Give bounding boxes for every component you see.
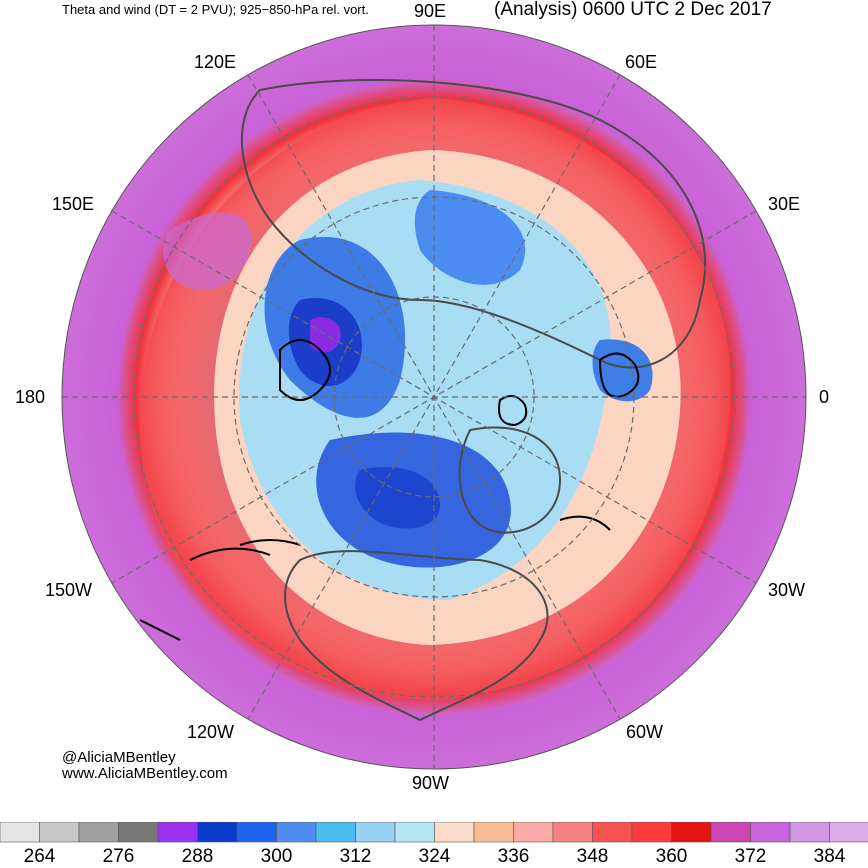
polar-map xyxy=(0,0,868,820)
colorbar-swatch-19 xyxy=(711,822,751,842)
lon-label-90w: 90W xyxy=(412,773,449,794)
lon-label-180: 180 xyxy=(15,387,45,408)
colorbar-swatch-22 xyxy=(830,822,868,842)
lon-label-90e: 90E xyxy=(414,1,446,22)
lon-label-120e: 120E xyxy=(194,52,236,73)
lon-label-30w: 30W xyxy=(768,580,805,601)
colorbar-swatch-3 xyxy=(79,822,119,842)
lon-label-120w: 120W xyxy=(187,722,234,743)
colorbar-swatch-4 xyxy=(119,822,159,842)
colorbar-swatch-5 xyxy=(158,822,198,842)
colorbar-swatch-12 xyxy=(435,822,475,842)
lon-label-60e: 60E xyxy=(625,52,657,73)
lon-label-30e: 30E xyxy=(768,194,800,215)
lon-label-60w: 60W xyxy=(626,722,663,743)
lon-label-150w: 150W xyxy=(45,580,92,601)
colorbar-swatch-7 xyxy=(237,822,277,842)
lon-label-0: 0 xyxy=(819,387,829,408)
credit-handle: @AliciaMBentley xyxy=(62,749,176,766)
colorbar-swatch-16 xyxy=(593,822,633,842)
colorbar-swatch-1 xyxy=(0,822,40,842)
credit-website: www.AliciaMBentley.com xyxy=(62,765,228,782)
colorbar-swatch-14 xyxy=(514,822,554,842)
colorbar-swatch-8 xyxy=(277,822,317,842)
colorbar-swatch-17 xyxy=(632,822,672,842)
colorbar-swatch-6 xyxy=(198,822,238,842)
colorbar-swatch-21 xyxy=(790,822,830,842)
colorbar-swatch-10 xyxy=(356,822,396,842)
colorbar-swatch-2 xyxy=(40,822,80,842)
colorbar-swatch-20 xyxy=(751,822,791,842)
lon-label-150e: 150E xyxy=(52,194,94,215)
colorbar-swatch-15 xyxy=(553,822,593,842)
colorbar-swatch-13 xyxy=(474,822,514,842)
colorbar-swatch-18 xyxy=(672,822,712,842)
colorbar-swatch-11 xyxy=(395,822,435,842)
colorbar-swatch-9 xyxy=(316,822,356,842)
colorbar xyxy=(0,822,868,844)
